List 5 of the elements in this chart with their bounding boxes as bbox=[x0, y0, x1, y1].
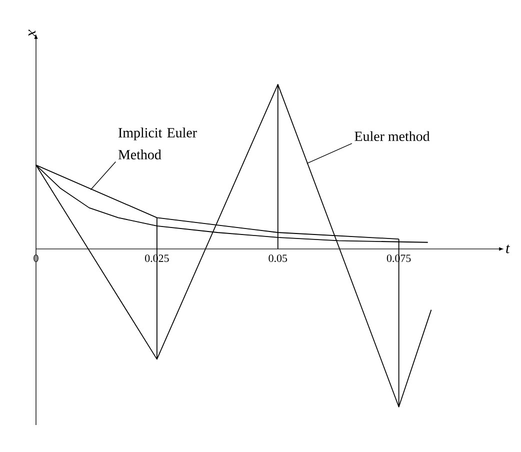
x-tick-label: 0.05 bbox=[268, 254, 288, 262]
x-axis-title: t bbox=[506, 244, 510, 254]
y-axis-title: x bbox=[28, 30, 36, 36]
annotation: Euler method bbox=[354, 131, 430, 142]
annotation: Implicit Euler Method bbox=[118, 128, 197, 160]
